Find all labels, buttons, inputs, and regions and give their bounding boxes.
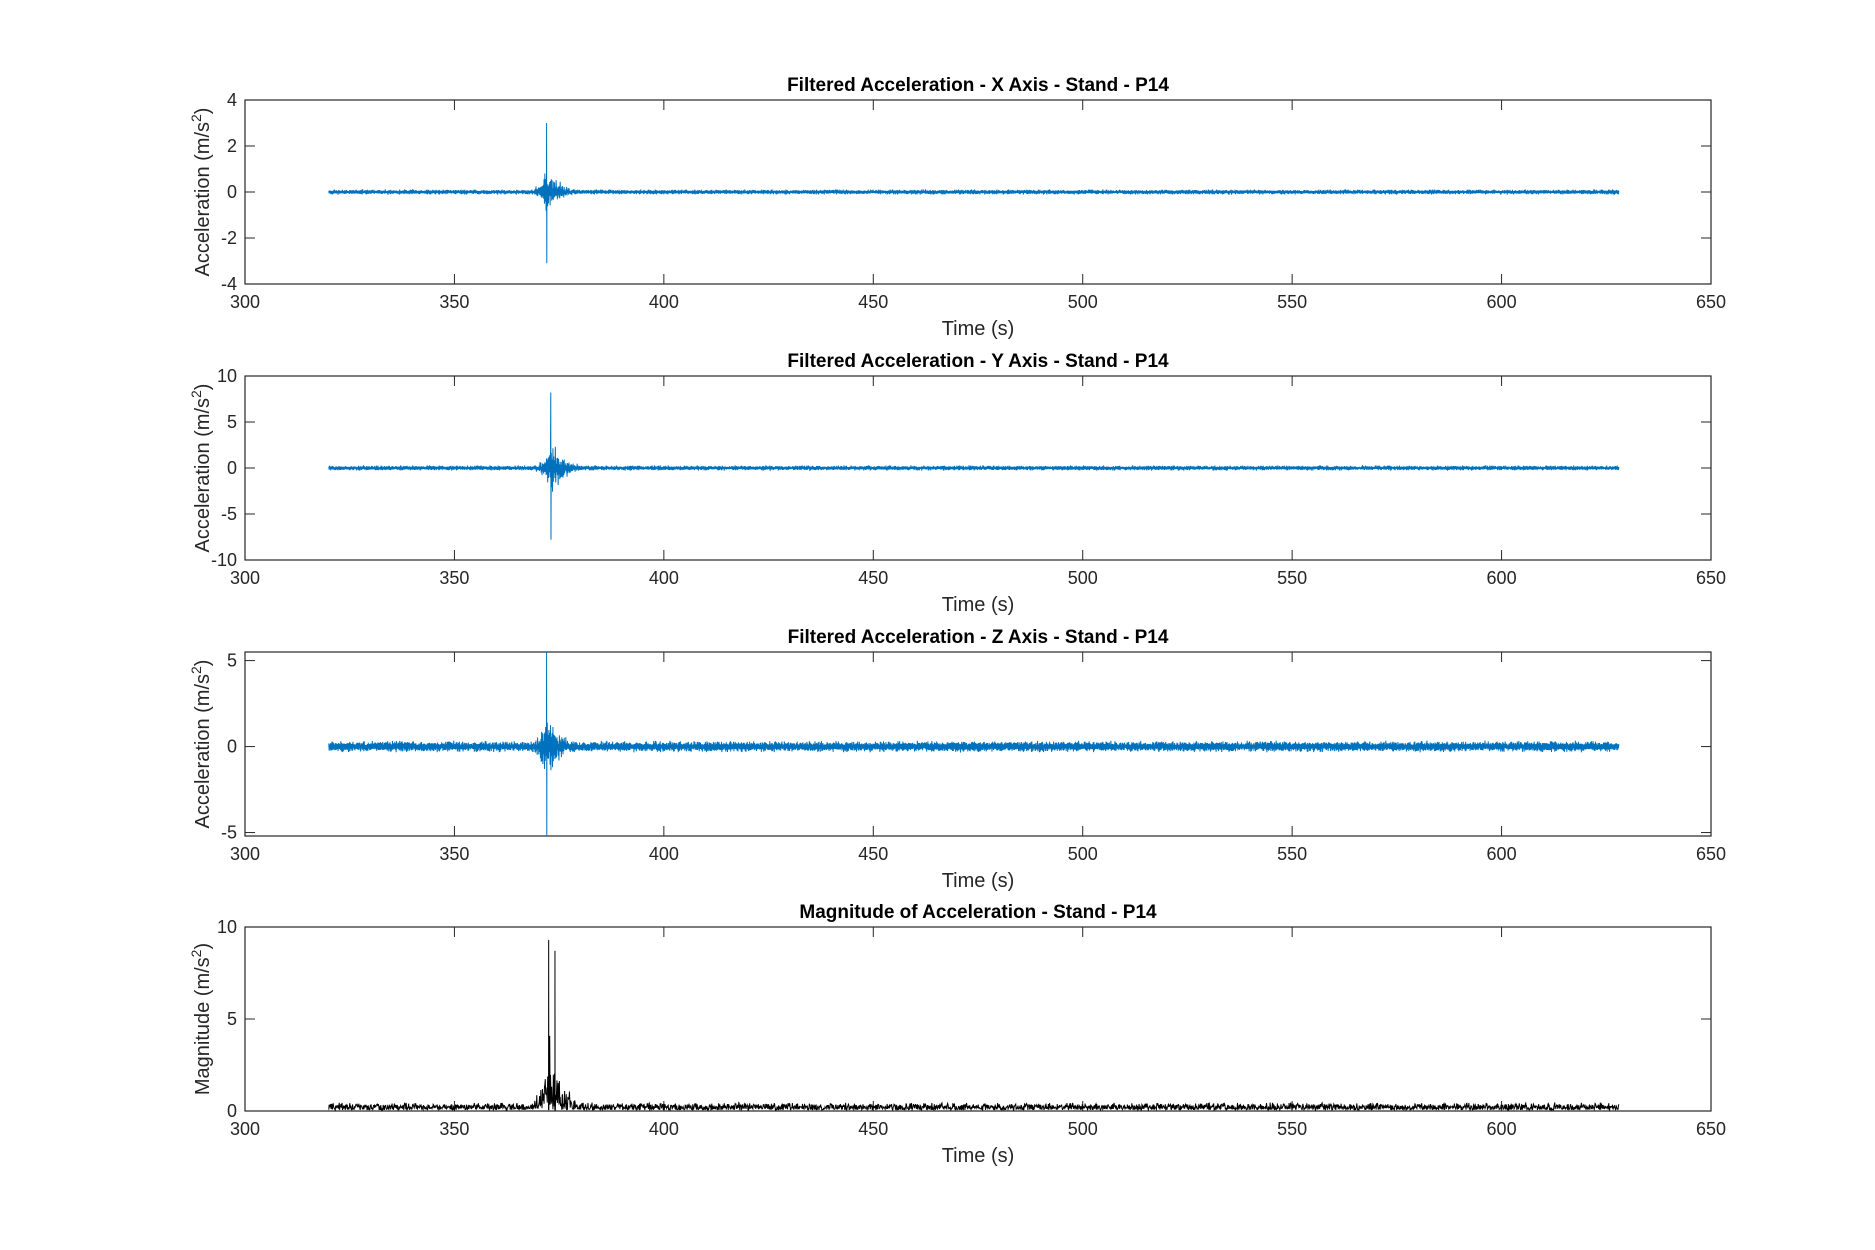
- signal-series-line: [328, 392, 1620, 540]
- x-tick-label: 500: [1068, 1119, 1098, 1139]
- subplot-1: Filtered Acceleration - X Axis - Stand -…: [188, 75, 1726, 340]
- x-tick-label: 450: [858, 568, 888, 588]
- x-tick-label: 500: [1068, 292, 1098, 312]
- x-tick-label: 600: [1487, 568, 1517, 588]
- y-axis-label: Acceleration (m/s2): [188, 108, 214, 277]
- x-tick-label: 550: [1277, 844, 1307, 864]
- x-tick-label: 350: [439, 568, 469, 588]
- x-tick-label: 600: [1487, 1119, 1517, 1139]
- x-axis-label: Time (s): [942, 594, 1015, 616]
- x-tick-label: 400: [649, 292, 679, 312]
- x-tick-label: 350: [439, 292, 469, 312]
- y-tick-label: 5: [227, 1009, 237, 1029]
- x-tick-label: 350: [439, 1119, 469, 1139]
- chart-title: Filtered Acceleration - Y Axis - Stand -…: [787, 351, 1169, 372]
- y-tick-label: -2: [221, 228, 237, 248]
- x-axis-label: Time (s): [942, 870, 1015, 892]
- y-axis-label-text: Acceleration (m/s: [192, 674, 214, 829]
- y-tick-label: -5: [221, 504, 237, 524]
- chart-title: Filtered Acceleration - Z Axis - Stand -…: [788, 627, 1169, 648]
- y-axis-label-text: Magnitude (m/s: [192, 957, 214, 1095]
- subplot-3: Filtered Acceleration - Z Axis - Stand -…: [188, 627, 1726, 892]
- y-axis-label-superscript: 2: [188, 114, 204, 122]
- y-axis-label-end: ): [192, 108, 214, 115]
- x-tick-label: 450: [858, 844, 888, 864]
- y-axis-label-superscript: 2: [188, 949, 204, 957]
- x-tick-label: 400: [649, 1119, 679, 1139]
- x-tick-label: 500: [1068, 568, 1098, 588]
- x-tick-label: 450: [858, 1119, 888, 1139]
- x-tick-label: 500: [1068, 844, 1098, 864]
- y-tick-label: 4: [227, 90, 237, 110]
- signal-series-line: [328, 122, 1620, 264]
- plot-area: [244, 926, 1712, 1112]
- x-axis-label: Time (s): [942, 1145, 1015, 1167]
- y-axis-label-end: ): [192, 660, 214, 667]
- y-axis-label: Acceleration (m/s2): [188, 660, 214, 829]
- y-tick-label: 0: [227, 458, 237, 478]
- y-tick-label: 0: [227, 1101, 237, 1121]
- y-tick-label: 2: [227, 136, 237, 156]
- x-tick-label: 600: [1487, 844, 1517, 864]
- x-tick-label: 650: [1696, 568, 1726, 588]
- x-tick-label: 400: [649, 844, 679, 864]
- y-tick-label: 0: [227, 182, 237, 202]
- y-axis-label-superscript: 2: [188, 666, 204, 674]
- x-tick-label: 300: [230, 844, 260, 864]
- subplot-2: Filtered Acceleration - Y Axis - Stand -…: [188, 351, 1726, 616]
- x-tick-label: 650: [1696, 292, 1726, 312]
- x-tick-label: 550: [1277, 1119, 1307, 1139]
- y-axis-label: Magnitude (m/s2): [188, 943, 214, 1095]
- subplot-4: Magnitude of Acceleration - Stand - P14 3…: [188, 902, 1726, 1167]
- x-tick-label: 650: [1696, 844, 1726, 864]
- x-tick-label: 300: [230, 1119, 260, 1139]
- x-tick-label: 350: [439, 844, 469, 864]
- y-tick-label: 0: [227, 737, 237, 757]
- chart-title: Filtered Acceleration - X Axis - Stand -…: [787, 75, 1169, 96]
- chart-title: Magnitude of Acceleration - Stand - P14: [799, 902, 1157, 923]
- x-tick-label: 450: [858, 292, 888, 312]
- y-tick-label: 5: [227, 651, 237, 671]
- y-tick-label: 10: [217, 917, 237, 937]
- y-tick-label: 5: [227, 412, 237, 432]
- x-tick-label: 300: [230, 568, 260, 588]
- y-tick-label: -5: [221, 823, 237, 843]
- x-tick-label: 550: [1277, 292, 1307, 312]
- x-tick-label: 650: [1696, 1119, 1726, 1139]
- y-axis-label-end: ): [192, 943, 214, 950]
- x-tick-label: 300: [230, 292, 260, 312]
- y-axis-label-text: Acceleration (m/s: [192, 398, 214, 553]
- y-tick-label: 10: [217, 366, 237, 386]
- y-tick-label: -10: [211, 550, 237, 570]
- x-tick-label: 600: [1487, 292, 1517, 312]
- signal-series-line: [328, 652, 1620, 836]
- y-axis-label: Acceleration (m/s2): [188, 384, 214, 553]
- x-tick-label: 550: [1277, 568, 1307, 588]
- signal-series-line: [328, 939, 1620, 1111]
- y-axis-label-superscript: 2: [188, 390, 204, 398]
- x-axis-label: Time (s): [942, 318, 1015, 340]
- y-tick-label: -4: [221, 274, 237, 294]
- y-axis-label-text: Acceleration (m/s: [192, 122, 214, 277]
- x-tick-label: 400: [649, 568, 679, 588]
- y-axis-label-end: ): [192, 384, 214, 391]
